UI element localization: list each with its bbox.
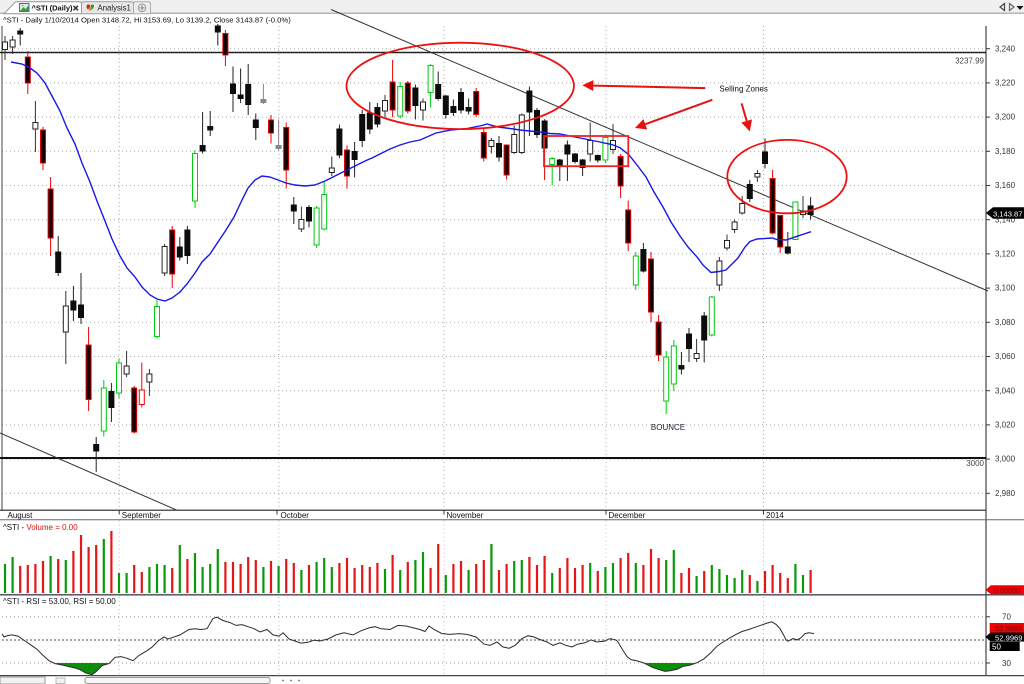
- svg-text:2014: 2014: [766, 511, 784, 520]
- svg-text:3,020: 3,020: [995, 421, 1016, 430]
- svg-text:3,143.87: 3,143.87: [993, 209, 1023, 218]
- svg-text:^STI (Daily): ^STI (Daily): [32, 4, 73, 13]
- svg-text:3,180: 3,180: [995, 147, 1016, 156]
- svg-text:Selling Zones: Selling Zones: [719, 85, 767, 94]
- svg-text:3,120: 3,120: [995, 250, 1016, 259]
- svg-text:3,220: 3,220: [995, 79, 1016, 88]
- svg-text:3,140: 3,140: [995, 215, 1016, 224]
- svg-text:December: December: [609, 511, 646, 520]
- svg-text:BOUNCE: BOUNCE: [651, 423, 685, 432]
- svg-text:3,060: 3,060: [995, 352, 1016, 361]
- svg-text:3,040: 3,040: [995, 386, 1016, 395]
- svg-text:September: September: [122, 511, 161, 520]
- svg-text:52.9969: 52.9969: [995, 624, 1022, 633]
- svg-text:3,100: 3,100: [995, 284, 1016, 293]
- svg-text:3,160: 3,160: [995, 181, 1016, 190]
- svg-text:Analysis1: Analysis1: [98, 4, 131, 13]
- svg-text:50: 50: [992, 643, 1001, 652]
- svg-text:August: August: [8, 511, 34, 520]
- svg-text:30: 30: [1002, 659, 1011, 668]
- svg-text:^STI - RSI = 53.00, RSI = 50.0: ^STI - RSI = 53.00, RSI = 50.00: [3, 597, 116, 606]
- svg-text:^STI - Volume = 0.00: ^STI - Volume = 0.00: [3, 523, 78, 532]
- svg-text:52.9969: 52.9969: [995, 633, 1022, 642]
- svg-text:3,080: 3,080: [995, 318, 1016, 327]
- svg-text:^STI - Daily 1/10/2014 Open 31: ^STI - Daily 1/10/2014 Open 3148.72, Hi …: [3, 16, 291, 25]
- svg-text:0.00000: 0.00000: [994, 586, 1020, 595]
- svg-text:3,000: 3,000: [995, 455, 1016, 464]
- svg-text:October: October: [281, 511, 310, 520]
- svg-text:70: 70: [1002, 613, 1011, 622]
- svg-text:November: November: [447, 511, 484, 520]
- svg-text:2,980: 2,980: [995, 489, 1016, 498]
- svg-text:3,200: 3,200: [995, 113, 1016, 122]
- svg-text:3000: 3000: [966, 459, 984, 468]
- svg-text:3,240: 3,240: [995, 44, 1016, 53]
- svg-text:3237.99: 3237.99: [955, 57, 984, 66]
